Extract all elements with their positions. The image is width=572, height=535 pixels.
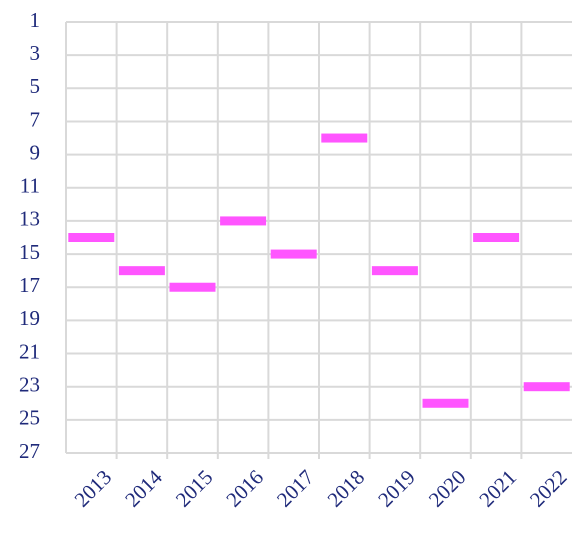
x-tick-label: 2020 — [424, 465, 471, 512]
x-tick-label: 2019 — [373, 465, 420, 512]
y-tick-label: 25 — [19, 406, 40, 430]
x-tick-label: 2021 — [474, 465, 521, 512]
dash-marker — [270, 249, 317, 259]
dash-marker — [523, 382, 570, 392]
x-tick-label: 2013 — [70, 465, 117, 512]
y-tick-label: 11 — [20, 174, 40, 198]
dash-marker — [118, 266, 165, 276]
dash-marker — [169, 282, 216, 292]
dash-marker — [220, 216, 267, 226]
y-tick-label: 1 — [30, 8, 41, 32]
y-tick-label: 17 — [19, 273, 40, 297]
y-tick-label: 23 — [19, 373, 40, 397]
dash-marker — [321, 133, 368, 143]
x-tick-label: 2016 — [221, 465, 268, 512]
dash-marker — [371, 266, 418, 276]
y-tick-label: 5 — [30, 74, 41, 98]
dash-marker — [68, 233, 115, 242]
x-tick-label: 2014 — [120, 465, 167, 512]
y-tick-label: 15 — [19, 240, 40, 264]
dash-marker — [473, 233, 520, 242]
x-tick-label: 2015 — [171, 465, 218, 512]
y-tick-label: 19 — [19, 306, 40, 330]
y-tick-label: 27 — [19, 439, 40, 463]
y-tick-label: 9 — [30, 140, 41, 164]
x-tick-label: 2022 — [525, 465, 572, 512]
y-tick-label: 7 — [30, 107, 41, 131]
y-tick-label: 21 — [19, 339, 40, 363]
y-tick-label: 3 — [30, 41, 41, 65]
y-tick-label: 13 — [19, 207, 40, 231]
x-tick-label: 2017 — [272, 465, 319, 512]
x-tick-label: 2018 — [323, 465, 370, 512]
dash-marker — [422, 398, 469, 408]
